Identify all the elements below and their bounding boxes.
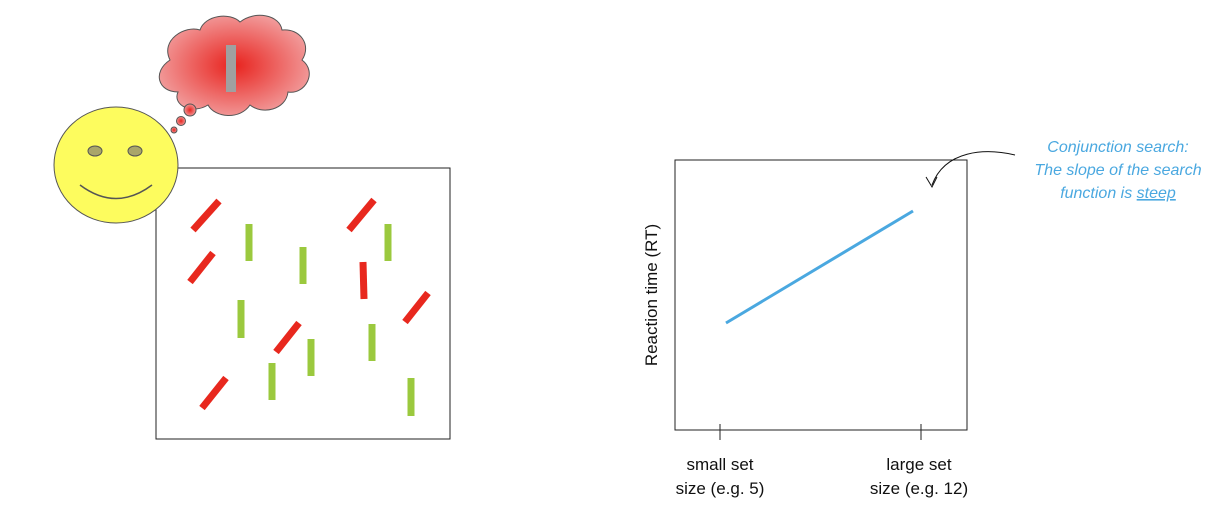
search-function-line <box>725 209 914 325</box>
x-tick-label: size (e.g. 12) <box>870 479 968 498</box>
x-tick-label: small set <box>686 455 753 474</box>
annotation-line: function is steep <box>1060 185 1176 202</box>
x-tick-label: size (e.g. 5) <box>676 479 765 498</box>
annotation-emphasis: steep <box>1137 185 1176 202</box>
annotation-text: function is <box>1060 185 1136 202</box>
y-axis-label: Reaction time (RT) <box>642 224 661 366</box>
chart-frame <box>674 159 968 431</box>
annotation-arrowhead <box>925 176 938 189</box>
annotation-line: The slope of the search <box>1034 162 1201 179</box>
target-bar <box>226 45 236 92</box>
red-items <box>187 197 431 411</box>
green-items <box>237 224 415 416</box>
annotation-arrow <box>931 151 1016 186</box>
x-tick-label: large set <box>886 455 951 474</box>
smiley-face <box>53 106 179 224</box>
display-box <box>155 167 451 440</box>
annotation-line: Conjunction search: <box>1047 139 1188 156</box>
